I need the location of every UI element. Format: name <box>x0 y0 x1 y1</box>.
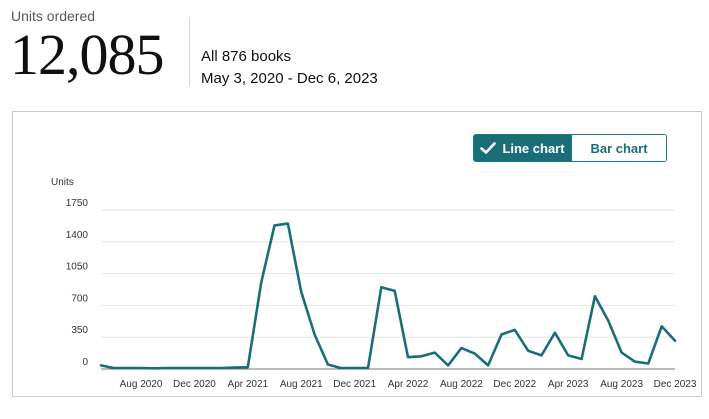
data-point[interactable]: Jun 2021: 1580 <box>272 222 278 228</box>
data-point[interactable]: Feb 2022: 900 <box>378 284 384 290</box>
line-chart: Units 0 350 700 1050 1400 1750 Aug 2020 Dec 20… <box>51 177 697 390</box>
data-point[interactable]: Oct 2021: 50 <box>325 361 331 367</box>
chart-type-toggle: Line chart Bar chart <box>473 134 667 162</box>
y-tick-label: 350 <box>71 325 88 336</box>
x-tick-label: Aug 2023 <box>600 379 643 390</box>
data-point[interactable]: Apr 2021: 20 <box>245 364 251 370</box>
data-point[interactable]: Jul 2020: 10 <box>125 365 131 371</box>
x-tick-label: Apr 2021 <box>228 379 269 390</box>
data-point[interactable]: Sep 2022: 170 <box>472 351 478 357</box>
chart-card: Units 0 350 700 1050 1400 1750 Aug 2020 Dec 20… <box>12 111 702 397</box>
line-chart-label: Line chart <box>502 140 565 156</box>
x-tick-label: Aug 2022 <box>440 379 483 390</box>
metric-label: Units ordered <box>11 8 96 24</box>
data-point[interactable]: Mar 2022: 860 <box>392 288 398 294</box>
bar-chart-label: Bar chart <box>590 140 648 156</box>
data-point[interactable]: Nov 2023: 470 <box>659 323 665 329</box>
data-point[interactable]: Nov 2022: 380 <box>498 331 504 337</box>
data-point[interactable]: May 2023: 110 <box>579 356 585 362</box>
data-point[interactable]: Feb 2023: 150 <box>539 352 545 358</box>
data-point[interactable]: Aug 2020: 10 <box>138 365 144 371</box>
data-point[interactable]: Sep 2021: 380 <box>312 331 318 337</box>
data-point[interactable]: Dec 2021: 10 <box>352 365 358 371</box>
data-point[interactable]: Aug 2022: 230 <box>458 345 464 351</box>
y-tick-label: 700 <box>71 293 88 304</box>
total-units: 12,085 <box>10 22 164 87</box>
bar-chart-button[interactable]: Bar chart <box>571 135 666 161</box>
divider <box>189 17 190 86</box>
data-point[interactable]: Aug 2023: 180 <box>619 350 625 356</box>
data-point[interactable]: Jun 2022: 180 <box>432 350 438 356</box>
y-tick-label: 0 <box>82 357 88 368</box>
x-tick-label: Aug 2020 <box>120 379 163 390</box>
x-tick-label: Dec 2023 <box>654 379 697 390</box>
data-point[interactable]: Jul 2023: 530 <box>605 318 611 324</box>
checkmark-icon <box>480 142 497 154</box>
data-point[interactable]: Oct 2023: 60 <box>645 361 651 367</box>
data-point[interactable]: Dec 2023: 310 <box>672 338 678 344</box>
data-point[interactable]: Jun 2020: 10 <box>111 365 117 371</box>
data-point[interactable]: Mar 2021: 15 <box>231 365 237 371</box>
summary-panel: Units ordered 12,085 All 876 books May 3… <box>0 0 709 100</box>
data-point[interactable]: Mar 2023: 400 <box>552 330 558 336</box>
x-tick-label: Dec 2022 <box>493 379 536 390</box>
x-tick-label: Dec 2021 <box>333 379 376 390</box>
date-range: May 3, 2020 - Dec 6, 2023 <box>201 70 378 87</box>
data-point[interactable]: Aug 2021: 850 <box>298 289 304 295</box>
data-point[interactable]: Sep 2020: 8 <box>151 365 157 371</box>
data-point[interactable]: Jan 2021: 10 <box>205 365 211 371</box>
x-tick-label: Apr 2023 <box>548 379 589 390</box>
data-point[interactable]: Jul 2021: 1600 <box>285 221 291 227</box>
data-point[interactable]: Sep 2023: 80 <box>632 359 638 365</box>
data-point[interactable]: Dec 2020: 10 <box>191 365 197 371</box>
y-tick-label: 1050 <box>66 262 89 273</box>
data-point[interactable]: May 2021: 950 <box>258 280 264 286</box>
data-point[interactable]: Jun 2023: 800 <box>592 293 598 299</box>
data-point[interactable]: Apr 2022: 130 <box>405 354 411 360</box>
scope-text: All 876 books <box>201 48 292 65</box>
data-point[interactable]: May 2020: 40 <box>98 362 104 368</box>
data-point[interactable]: Apr 2023: 150 <box>565 352 571 358</box>
data-point[interactable]: Oct 2020: 10 <box>165 365 171 371</box>
y-tick-label: 1400 <box>66 230 89 241</box>
data-point[interactable]: Dec 2022: 430 <box>512 327 518 333</box>
data-point[interactable]: Oct 2022: 40 <box>485 362 491 368</box>
data-point[interactable]: Jan 2022: 10 <box>365 365 371 371</box>
x-tick-label: Apr 2022 <box>388 379 429 390</box>
data-point[interactable]: Nov 2021: 10 <box>338 365 344 371</box>
y-axis-label: Units <box>51 177 74 188</box>
data-point[interactable]: May 2022: 140 <box>418 353 424 359</box>
x-tick-label: Dec 2020 <box>173 379 216 390</box>
line-chart-button[interactable]: Line chart <box>474 135 571 161</box>
data-point[interactable]: Jul 2022: 40 <box>445 362 451 368</box>
units-series-line <box>99 222 677 370</box>
y-tick-label: 1750 <box>66 198 89 209</box>
data-point[interactable]: Jan 2023: 200 <box>525 348 531 354</box>
data-point[interactable]: Nov 2020: 10 <box>178 365 184 371</box>
x-tick-label: Aug 2021 <box>280 379 323 390</box>
data-point[interactable]: Feb 2021: 10 <box>218 365 224 371</box>
